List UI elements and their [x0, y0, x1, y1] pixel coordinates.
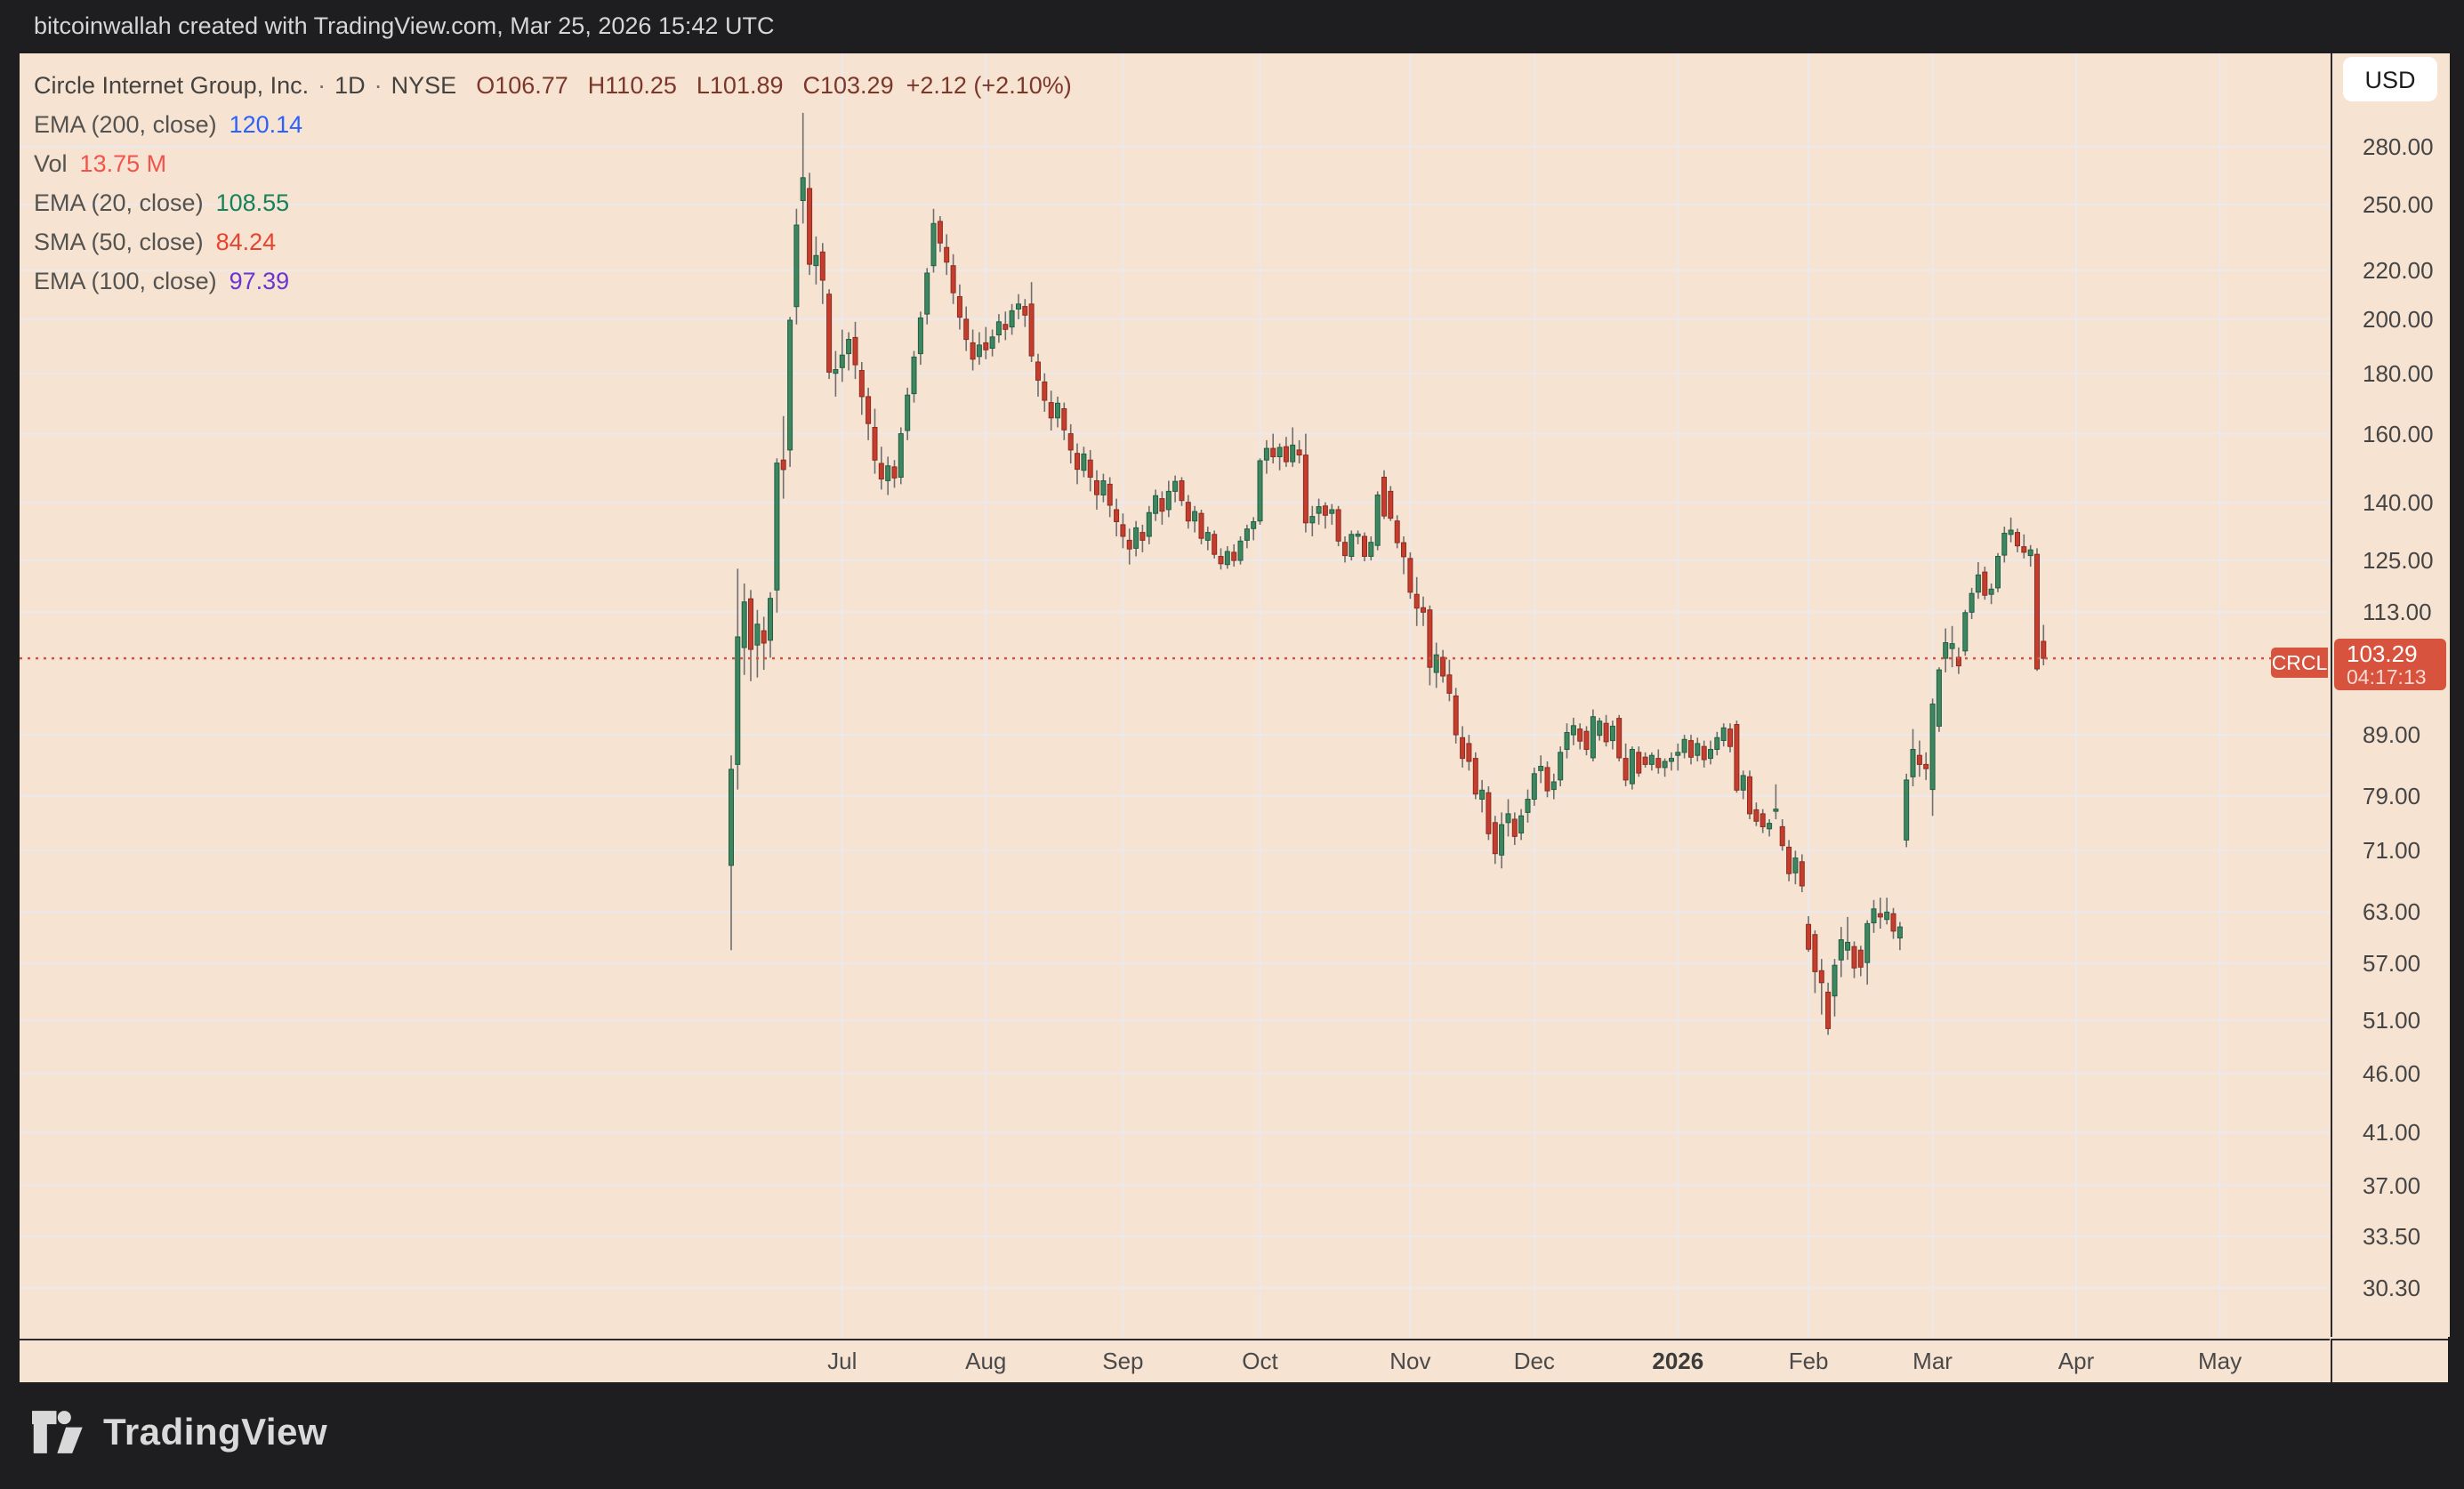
- ohlc-close: C103.29: [802, 71, 894, 99]
- last-price-symbol-tag: CRCL: [2271, 648, 2328, 679]
- price-tick-label: 41.00: [2363, 1119, 2421, 1147]
- price-tick-label: 220.00: [2363, 256, 2434, 284]
- time-tick-label: Sep: [1102, 1348, 1144, 1374]
- interval-label[interactable]: 1D: [334, 71, 366, 99]
- exchange-label: NYSE: [391, 71, 457, 99]
- price-tick-label: 33.50: [2363, 1222, 2421, 1250]
- bar-countdown: 04:17:13: [2347, 665, 2427, 689]
- last-price-value: 103.29: [2347, 640, 2418, 668]
- currency-toggle-button[interactable]: USD: [2343, 57, 2437, 101]
- ohlc-open: O106.77: [476, 71, 568, 99]
- indicator-row-ema100[interactable]: EMA (100, close) 97.39: [34, 267, 290, 294]
- price-tick-label: 113.00: [2363, 599, 2432, 626]
- indicator-row-sma50[interactable]: SMA (50, close) 84.24: [34, 228, 277, 255]
- ohlc-high: H110.25: [587, 71, 677, 99]
- price-tick-label: 140.00: [2363, 488, 2434, 516]
- price-tick-label: 200.00: [2363, 305, 2434, 333]
- symbol-title: Circle Internet Group, Inc.: [34, 71, 310, 99]
- price-tick-label: 79.00: [2363, 782, 2421, 809]
- time-axis[interactable]: Jul Aug Sep Oct Nov Dec 2026 Feb Mar Apr May: [20, 1339, 2330, 1384]
- time-tick-label: Oct: [1242, 1348, 1278, 1374]
- price-tick-label: 71.00: [2363, 837, 2421, 865]
- price-tick-label: 280.00: [2363, 133, 2434, 160]
- price-axis[interactable]: USD 280.00 250.00 220.00 200.00 180.00 160.00…: [2331, 53, 2450, 1337]
- price-tick-label: 30.30: [2363, 1274, 2421, 1301]
- chart-panel: Circle Internet Group, Inc. · 1D · NYSE O106…: [20, 53, 2450, 1384]
- indicator-row-ema20[interactable]: EMA (20, close) 108.55: [34, 189, 290, 216]
- price-tick-label: 125.00: [2363, 547, 2434, 575]
- symbol-legend-row[interactable]: Circle Internet Group, Inc. · 1D · NYSE O106…: [34, 71, 1072, 99]
- price-tick-label: 46.00: [2363, 1059, 2421, 1087]
- price-tick-label: 250.00: [2363, 191, 2434, 219]
- price-tick-label: 37.00: [2363, 1171, 2421, 1199]
- ohlc-low: L101.89: [696, 71, 784, 99]
- time-tick-label: Feb: [1788, 1348, 1829, 1374]
- indicator-row-volume[interactable]: Vol 13.75 M: [34, 149, 167, 177]
- price-tick-label: 63.00: [2363, 898, 2421, 926]
- time-tick-label: Aug: [965, 1348, 1007, 1374]
- indicator-value: 97.39: [229, 267, 290, 294]
- candlestick-chart[interactable]: Circle Internet Group, Inc. · 1D · NYSE O106…: [20, 53, 2330, 1337]
- time-tick-label: Mar: [1912, 1348, 1953, 1374]
- price-tick-label: 57.00: [2363, 950, 2421, 978]
- tradingview-logo-icon: [32, 1411, 83, 1453]
- time-tick-label: Apr: [2057, 1348, 2095, 1374]
- time-tick-label: Nov: [1389, 1348, 1431, 1374]
- tradingview-logo[interactable]: TradingView: [32, 1411, 327, 1453]
- chart-legend: Circle Internet Group, Inc. · 1D · NYSE O106…: [34, 66, 1072, 301]
- price-tick-label: 89.00: [2363, 721, 2421, 749]
- attribution-text: bitcoinwallah created with TradingView.c…: [34, 12, 775, 39]
- price-tick-label: 160.00: [2363, 420, 2434, 447]
- indicator-value: 13.75 M: [79, 149, 167, 177]
- price-tick-label: 51.00: [2363, 1007, 2421, 1034]
- footer-bar: TradingView: [0, 1382, 2464, 1489]
- last-price-axis-label: 103.29 04:17:13: [2334, 639, 2446, 691]
- ohlc-change: +2.12 (+2.10%): [906, 71, 1072, 99]
- attribution-bar: bitcoinwallah created with TradingView.c…: [0, 0, 2464, 53]
- time-tick-label: May: [2197, 1348, 2243, 1374]
- indicator-value: 120.14: [229, 110, 303, 138]
- time-tick-label: Jul: [827, 1348, 858, 1374]
- indicator-value: 84.24: [215, 228, 277, 255]
- indicator-row-ema200[interactable]: EMA (200, close) 120.14: [34, 110, 303, 138]
- time-axis-corner: [2331, 1339, 2448, 1382]
- time-tick-label: Dec: [1513, 1348, 1555, 1374]
- indicator-value: 108.55: [215, 189, 290, 216]
- time-tick-label: 2026: [1652, 1348, 1704, 1374]
- price-tick-label: 180.00: [2363, 359, 2434, 387]
- tradingview-logo-text: TradingView: [103, 1411, 328, 1453]
